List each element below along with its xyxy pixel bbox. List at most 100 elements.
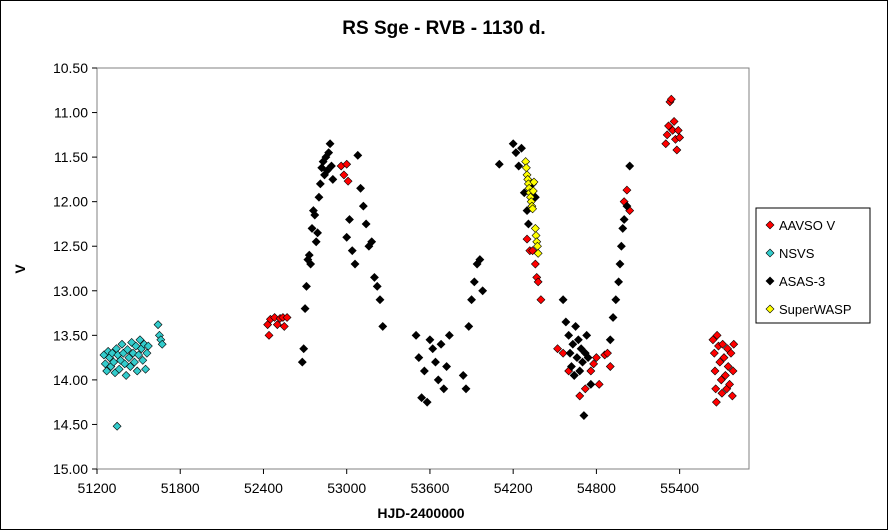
data-point-asas-3 xyxy=(605,335,615,345)
data-point-aavso-v xyxy=(723,362,733,371)
data-point-asas-3 xyxy=(356,183,365,193)
data-point-nsvs xyxy=(131,341,141,351)
data-point-asas-3 xyxy=(571,321,581,331)
data-point-asas-3 xyxy=(458,371,468,380)
data-point-aavso-v xyxy=(264,330,274,340)
data-point-asas-3 xyxy=(582,330,592,340)
data-point-asas-3 xyxy=(442,362,452,371)
data-point-asas-3 xyxy=(614,277,624,287)
data-point-asas-3 xyxy=(372,281,382,291)
data-point-asas-3 xyxy=(307,223,317,233)
data-point-aavso-v xyxy=(709,348,719,358)
data-point-asas-3 xyxy=(615,259,625,269)
data-point-asas-3 xyxy=(310,210,320,220)
data-point-aavso-v xyxy=(711,397,721,407)
data-point-asas-3 xyxy=(411,330,421,340)
data-point-aavso-v xyxy=(673,125,683,135)
data-point-asas-3 xyxy=(625,161,635,171)
data-point-aavso-v xyxy=(339,170,349,180)
data-point-asas-3 xyxy=(608,313,618,322)
x-axis-label: HJD-2400000 xyxy=(377,505,464,521)
data-point-aavso-v xyxy=(726,348,736,358)
data-point-asas-3 xyxy=(304,250,314,260)
x-tick-label: 54800 xyxy=(577,480,616,496)
data-point-aavso-v xyxy=(717,388,727,398)
data-point-asas-3 xyxy=(328,174,338,184)
data-point-asas-3 xyxy=(578,357,587,367)
data-point-asas-3 xyxy=(575,366,585,376)
legend-label-superwasp: SuperWASP xyxy=(779,302,852,317)
data-point-nsvs xyxy=(141,364,150,374)
data-point-asas-3 xyxy=(508,139,518,149)
data-point-asas-3 xyxy=(464,321,474,331)
data-point-asas-3 xyxy=(444,330,454,340)
data-points xyxy=(99,94,739,431)
data-point-aavso-v xyxy=(530,259,540,269)
data-point-asas-3 xyxy=(367,237,377,247)
data-point-nsvs xyxy=(124,353,134,363)
data-point-aavso-v xyxy=(270,313,279,322)
data-point-superwasp xyxy=(533,248,543,258)
y-tick-label: 13.00 xyxy=(53,283,88,299)
data-point-asas-3 xyxy=(524,219,533,229)
data-point-asas-3 xyxy=(511,148,521,158)
data-point-asas-3 xyxy=(353,150,363,160)
data-point-nsvs xyxy=(138,355,148,365)
y-tick-label: 14.50 xyxy=(53,416,88,432)
data-point-asas-3 xyxy=(579,411,589,420)
x-tick-label: 51800 xyxy=(161,480,200,496)
data-point-nsvs xyxy=(128,348,138,358)
data-point-nsvs xyxy=(143,341,153,351)
data-point-asas-3 xyxy=(561,317,571,327)
y-tick-label: 14.00 xyxy=(53,372,88,388)
data-point-nsvs xyxy=(153,320,163,330)
data-point-nsvs xyxy=(121,371,131,380)
data-point-nsvs xyxy=(130,357,139,367)
data-point-asas-3 xyxy=(297,357,307,367)
data-point-nsvs xyxy=(125,362,135,371)
data-point-asas-3 xyxy=(618,223,628,233)
data-point-asas-3 xyxy=(611,295,621,305)
data-point-asas-3 xyxy=(375,295,385,305)
data-point-aavso-v xyxy=(580,384,590,394)
data-point-aavso-v xyxy=(605,362,615,371)
data-point-asas-3 xyxy=(469,277,479,287)
data-point-aavso-v xyxy=(272,320,282,330)
y-tick-label: 12.50 xyxy=(53,238,88,254)
data-point-asas-3 xyxy=(414,353,424,363)
data-point-asas-3 xyxy=(417,393,427,403)
data-point-asas-3 xyxy=(358,201,368,211)
data-point-asas-3 xyxy=(461,384,471,394)
data-point-asas-3 xyxy=(514,161,524,171)
data-point-asas-3 xyxy=(619,215,629,224)
data-point-aavso-v xyxy=(728,366,738,376)
data-point-asas-3 xyxy=(569,371,579,380)
data-point-asas-3 xyxy=(433,375,443,385)
data-point-asas-3 xyxy=(325,139,335,149)
data-point-asas-3 xyxy=(347,246,357,256)
y-tick-label: 11.00 xyxy=(54,105,88,121)
data-point-aavso-v xyxy=(669,117,679,126)
legend-label-aavso-v: AAVSO V xyxy=(779,218,835,233)
data-point-nsvs xyxy=(142,348,152,358)
legend-marker-aavso-v xyxy=(765,220,775,230)
data-point-asas-3 xyxy=(314,192,324,202)
y-axis-label: V xyxy=(12,264,28,274)
data-point-asas-3 xyxy=(342,232,352,242)
legend-marker-asas-3 xyxy=(765,276,775,286)
data-point-aavso-v xyxy=(729,339,739,349)
data-point-asas-3 xyxy=(370,272,379,282)
data-point-asas-3 xyxy=(428,344,438,354)
data-point-asas-3 xyxy=(564,330,574,340)
data-point-aavso-v xyxy=(343,176,353,186)
x-tick-label: 51200 xyxy=(78,480,117,496)
x-axis: 51200 51800 52400 53000 53600 54200 54800 55400 xyxy=(78,469,699,496)
data-point-nsvs xyxy=(107,348,117,358)
y-tick-label: 15.00 xyxy=(53,461,88,477)
data-point-nsvs xyxy=(114,364,124,374)
data-point-aavso-v xyxy=(666,94,676,104)
chart-title: RS Sge - RVB - 1130 d. xyxy=(342,18,545,39)
data-point-asas-3 xyxy=(586,379,596,389)
data-point-asas-3 xyxy=(478,286,488,296)
y-tick-label: 10.50 xyxy=(53,60,88,76)
